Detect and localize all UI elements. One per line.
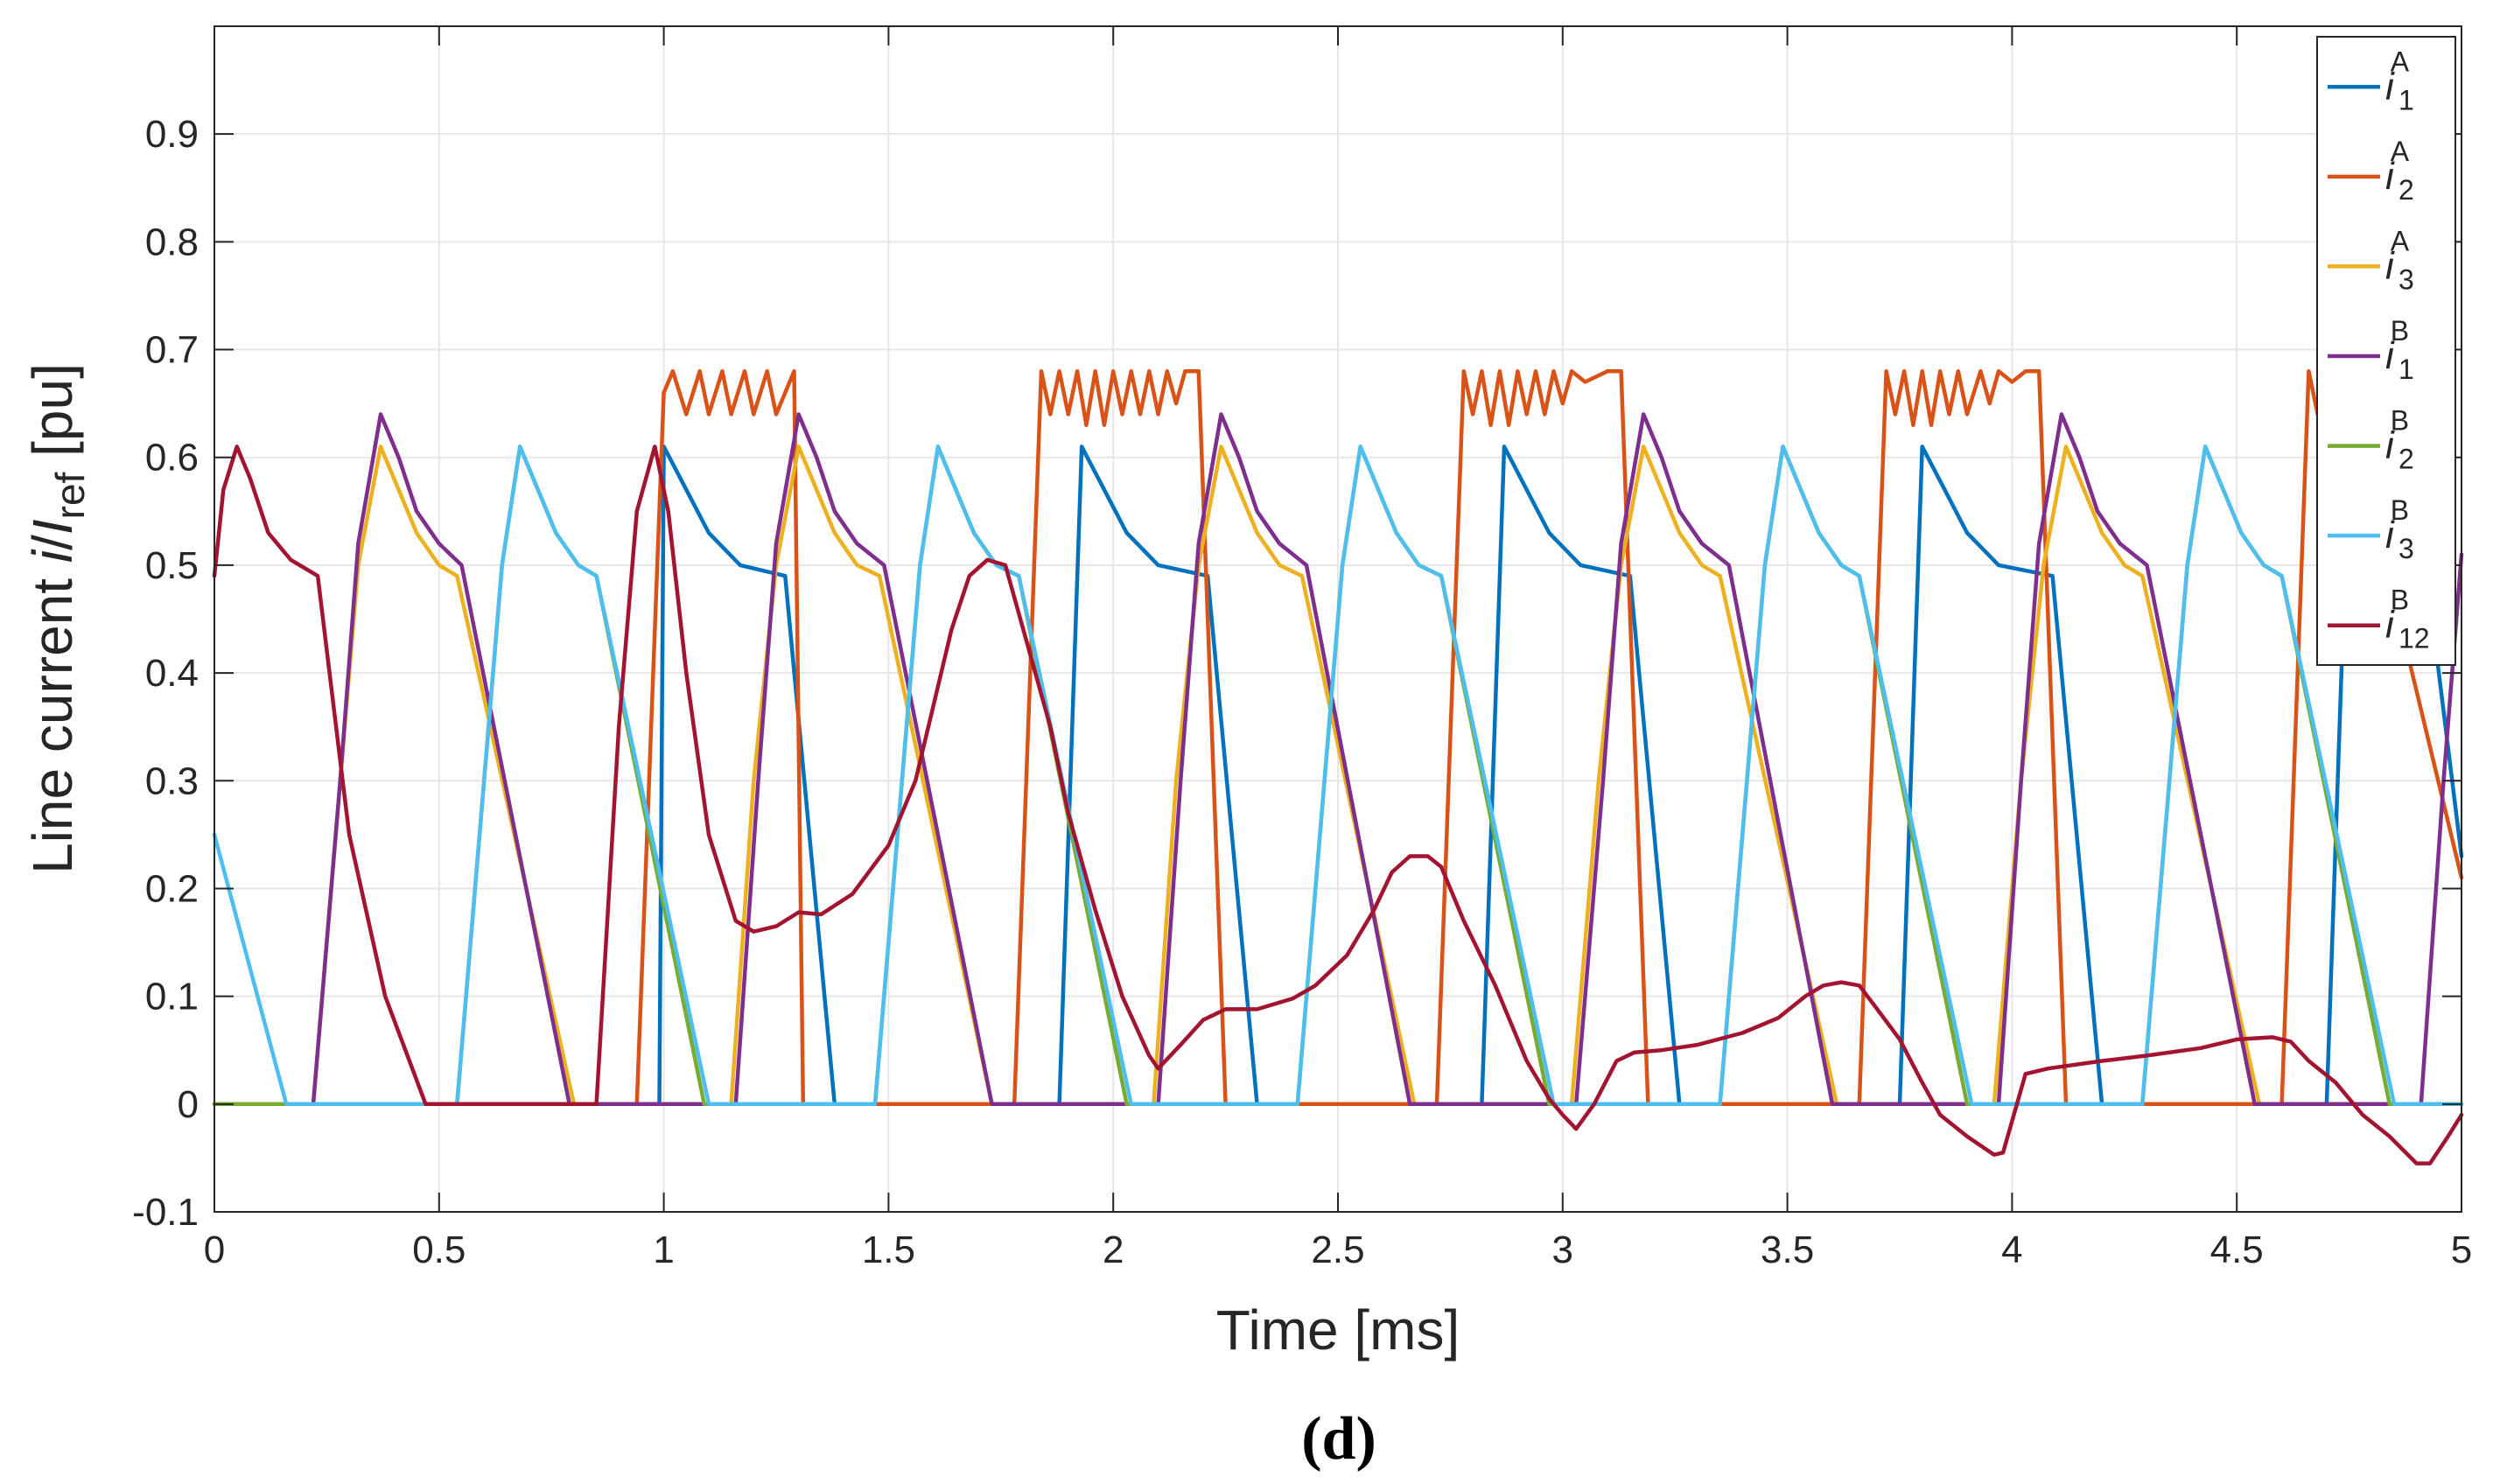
legend-superscript: B: [2391, 405, 2409, 437]
legend-box: [2316, 36, 2456, 666]
y-tick-label: -0.1: [132, 1191, 199, 1234]
legend-superscript: A: [2391, 46, 2410, 77]
legend-entry-i2B: iB 2: [2328, 405, 2414, 475]
legend-symbol: i: [2385, 514, 2395, 556]
legend-subscript: 2: [2398, 174, 2414, 206]
legend-label-i3B: iB 3: [2385, 494, 2414, 564]
legend-superscript: A: [2391, 225, 2410, 256]
legend-symbol: i: [2385, 244, 2395, 287]
legend-entry-i3A: iA 3: [2328, 225, 2414, 295]
legend-symbol: i: [2385, 65, 2395, 108]
x-axis-label: Time [ms]: [1216, 1298, 1460, 1362]
legend-subscript: 12: [2398, 623, 2430, 654]
legend-superscript: B: [2391, 494, 2409, 526]
y-tick-labels: -0.1 0 0.1 0.2 0.3 0.4 0.5 0.6 0.7 0.8 0.9: [132, 113, 199, 1234]
x-tick-label: 4: [2001, 1228, 2022, 1271]
series-line-i2A: [212, 368, 2464, 1107]
legend-entry-i1A: iA 1: [2328, 46, 2414, 116]
y-tick-label: 0.6: [145, 437, 199, 480]
series-line-i3A: [212, 444, 2464, 1107]
legend-label-i3A: iA 3: [2385, 225, 2414, 295]
y-axis-label: Line current i/Iref [pu]: [21, 363, 93, 874]
legend-subscript: 3: [2398, 533, 2414, 564]
series-line-i12B: [212, 444, 2464, 1166]
legend-superscript: A: [2391, 136, 2410, 167]
y-axis-label-prefix: Line current: [21, 563, 84, 874]
y-tick-label: 0.7: [145, 329, 199, 372]
y-axis-label-suffix: [pu]: [21, 363, 84, 472]
legend-subscript: 1: [2398, 354, 2414, 385]
legend-subscript: 2: [2398, 444, 2414, 475]
x-tick-label: 2: [1103, 1228, 1124, 1271]
x-tick-label: 4.5: [2210, 1228, 2264, 1271]
series-line-i3B: [212, 444, 2464, 1107]
legend-symbol: i: [2385, 604, 2395, 647]
x-tick-label: 5: [2451, 1228, 2472, 1271]
y-tick-label: 0.2: [145, 867, 199, 910]
y-tick-label: 0.4: [145, 652, 199, 695]
x-tick-label: 3.5: [1761, 1228, 1814, 1271]
legend-symbol: i: [2385, 155, 2395, 198]
axis-ticks: [214, 26, 2462, 1213]
x-tick-label: 2.5: [1311, 1228, 1364, 1271]
legend-label-i2A: iA 2: [2385, 136, 2414, 206]
x-tick-label: 3: [1552, 1228, 1573, 1271]
x-tick-labels: 0 0.5 1 1.5 2 2.5 3 3.5 4 4.5 5: [204, 1228, 2472, 1271]
legend-label-i12B: iB 12: [2385, 584, 2430, 654]
x-tick-label: 0.5: [412, 1228, 466, 1271]
x-tick-label: 1.5: [862, 1228, 915, 1271]
legend-label-i1A: iA 1: [2385, 46, 2414, 116]
y-tick-label: 0.3: [145, 760, 199, 802]
legend-subscript: 1: [2398, 84, 2414, 116]
legend-symbol: i: [2385, 334, 2395, 377]
y-axis-label-slash: /: [21, 535, 84, 550]
legend-subscript: 3: [2398, 263, 2414, 295]
legend: iA 1iA 2iA 3iB 1iB 2iB 3iB 12: [2316, 36, 2456, 666]
legend-entry-i1B: iB 1: [2328, 315, 2414, 385]
legend-superscript: B: [2391, 315, 2409, 346]
y-tick-label: 0: [178, 1083, 199, 1126]
y-axis-label-I: I: [21, 519, 84, 535]
y-tick-label: 0.1: [145, 976, 199, 1018]
legend-symbol: i: [2385, 424, 2395, 467]
legend-superscript: B: [2391, 584, 2409, 616]
y-axis-label-subscript: ref: [47, 472, 93, 519]
y-tick-label: 0.9: [145, 113, 199, 156]
y-axis-label-i: i: [21, 549, 84, 563]
series-line-i1B: [212, 412, 2464, 1107]
legend-label-i1B: iB 1: [2385, 315, 2414, 385]
legend-entry-i3B: iB 3: [2328, 494, 2414, 564]
series-layer: [212, 368, 2464, 1166]
figure-caption: (d): [1301, 1405, 1376, 1473]
y-tick-label: 0.8: [145, 220, 199, 263]
legend-entry-i12B: iB 12: [2328, 584, 2430, 654]
y-tick-label: 0.5: [145, 544, 199, 587]
x-tick-label: 0: [204, 1228, 225, 1271]
legend-label-i2B: iB 2: [2385, 405, 2414, 475]
x-tick-label: 1: [653, 1228, 674, 1271]
legend-entry-i2A: iA 2: [2328, 136, 2414, 206]
